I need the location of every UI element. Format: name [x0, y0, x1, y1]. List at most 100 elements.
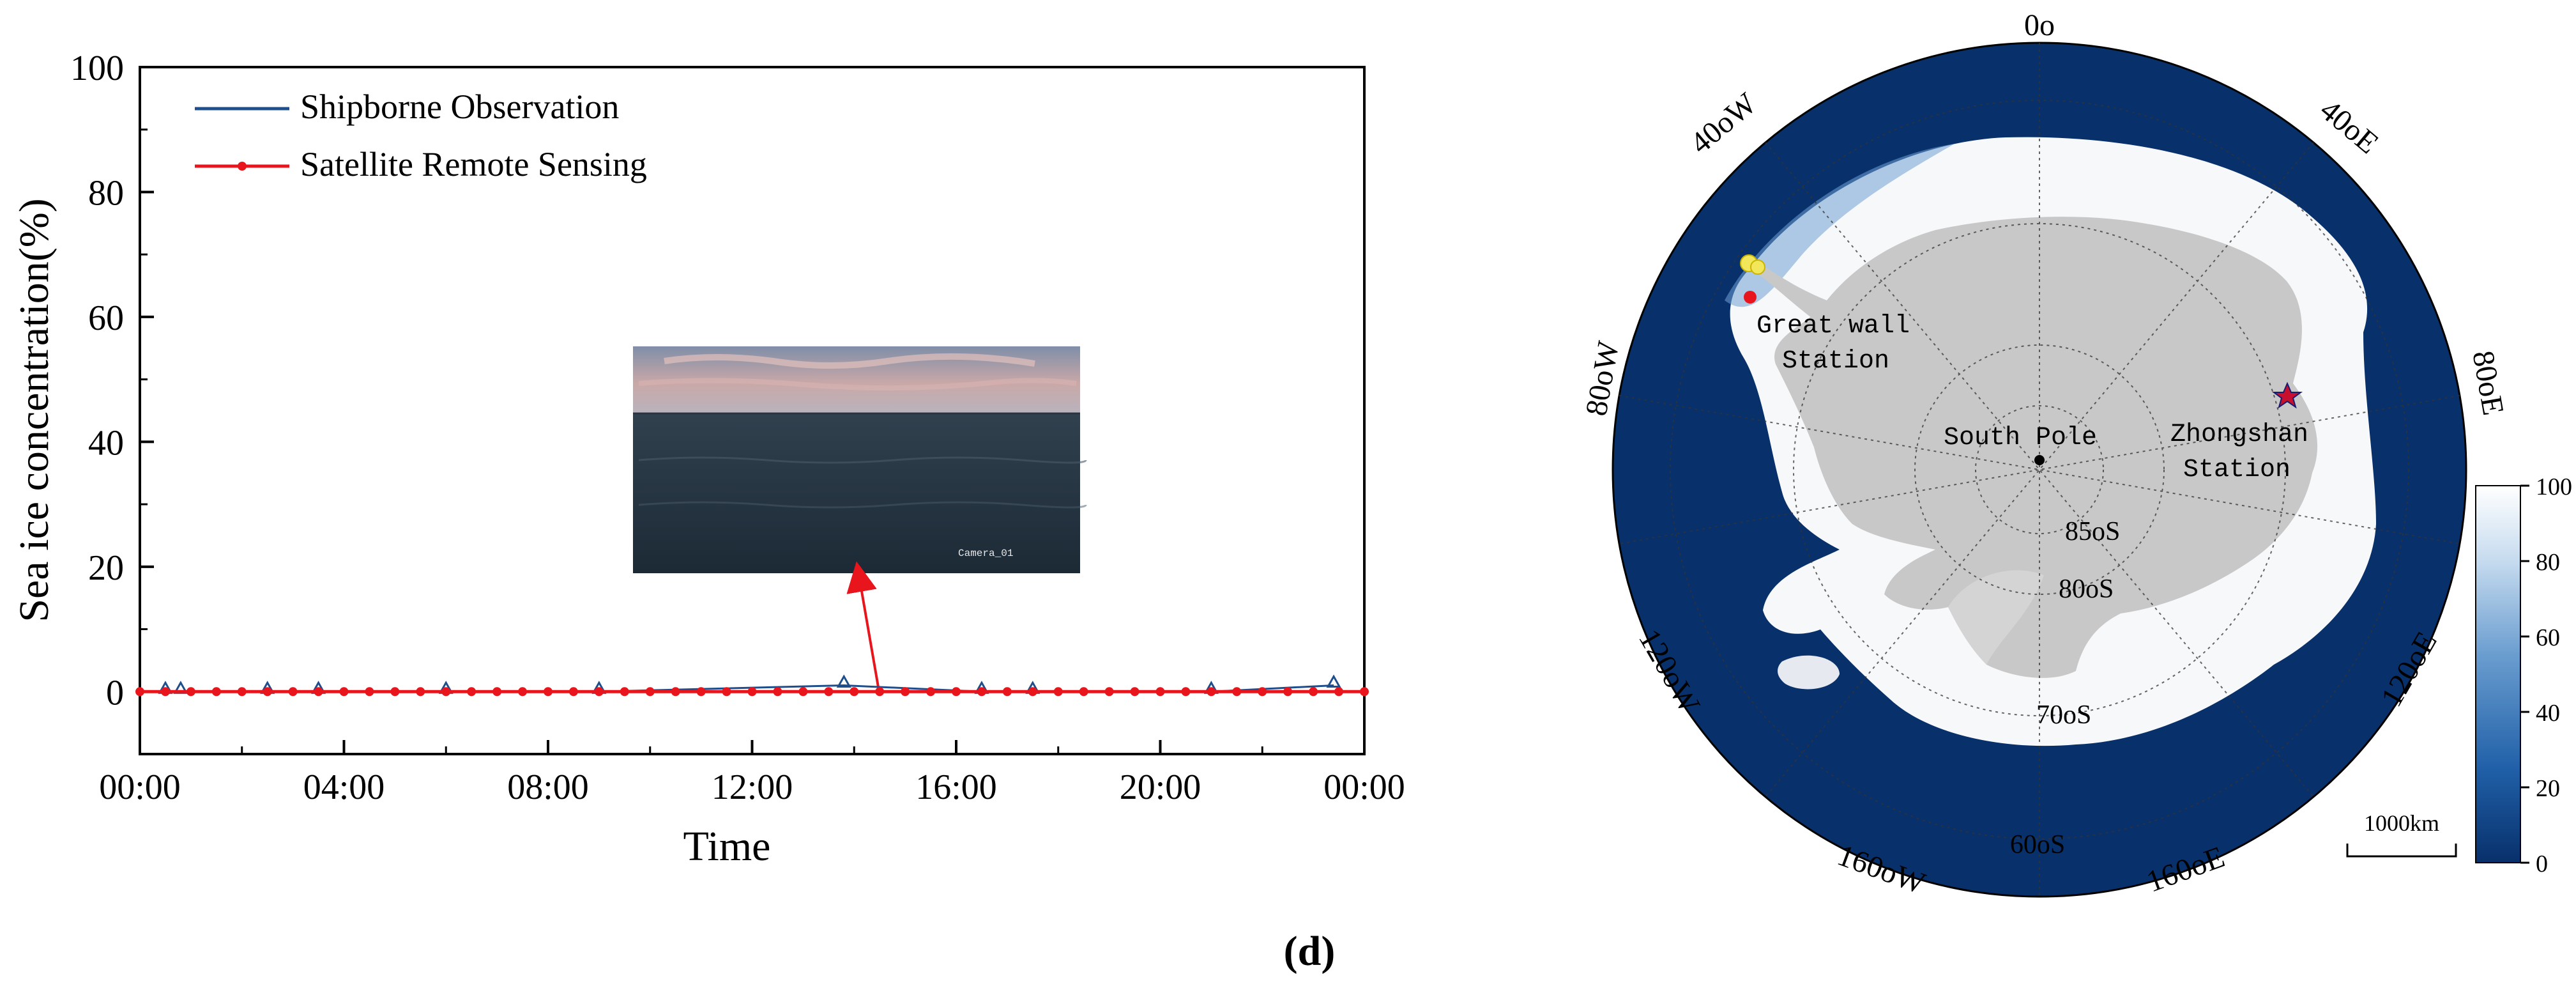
satellite-point: [1283, 687, 1293, 697]
satellite-point: [492, 687, 502, 697]
satellite-point: [211, 687, 221, 697]
camera-inset-photo: Camera_01: [633, 346, 1087, 573]
latitude-labels: 85oS 80oS 70oS: [2036, 517, 2120, 730]
satellite-point: [135, 687, 144, 697]
y-tick-label: 20: [88, 548, 124, 588]
longitude-label-60s: 60oS: [2010, 830, 2065, 860]
x-tick-label: 08:00: [507, 767, 589, 807]
x-tick-label: 00:00: [99, 767, 181, 807]
satellite-point: [1309, 687, 1318, 697]
antarctic-sea-ice-map: South Pole Zhongshan Station Great wall …: [1579, 8, 2572, 901]
shipborne-point: [1326, 674, 1341, 688]
satellite-point: [568, 687, 578, 697]
legend: Shipborne Observation Satellite Remote S…: [195, 88, 647, 183]
latitude-label-80s: 80oS: [2059, 575, 2114, 604]
inset-caption: Camera_01: [958, 548, 1013, 559]
colorbar: 0 20 40 60 80 100: [2475, 474, 2572, 877]
ross-ice-shelf: [1948, 570, 2044, 665]
satellite-point: [1258, 687, 1267, 697]
colorbar-tick-label: 60: [2536, 624, 2560, 651]
sea-ice-time-series-chart: 0 20 40 60 80 100 00:00 04:00 08:00 12:00 16:00 20…: [11, 49, 1405, 870]
x-axis-ticks: 00:00 04:00 08:00 12:00 16:00 20:00 00:00: [99, 740, 1405, 807]
satellite-point: [314, 687, 323, 697]
south-pole-marker: [2034, 455, 2045, 465]
satellite-point: [952, 687, 961, 697]
x-tick-label: 12:00: [712, 767, 793, 807]
longitude-label-0: 0o: [2024, 8, 2055, 42]
y-tick-label: 80: [88, 173, 124, 213]
great-wall-label-line2: Station: [1782, 347, 1889, 376]
satellite-point: [1002, 687, 1012, 697]
place-labels: South Pole Zhongshan Station Great wall …: [1757, 312, 2308, 484]
satellite-point: [798, 687, 808, 697]
satellite-point: [901, 687, 910, 697]
y-axis-ticks: 0 20 40 60 80 100: [70, 49, 154, 755]
zhongshan-marker: [2272, 382, 2303, 409]
satellite-point: [977, 687, 986, 697]
longitude-label-40w: 40oW: [1684, 86, 1763, 160]
y-tick-label: 60: [88, 298, 124, 338]
scale-bar-label: 1000km: [2364, 810, 2439, 836]
satellite-point: [1130, 687, 1139, 697]
satellite-point: [1079, 687, 1088, 697]
satellite-point: [544, 687, 553, 697]
x-tick-label: 20:00: [1120, 767, 1201, 807]
satellite-point: [1207, 687, 1216, 697]
satellite-point: [467, 687, 476, 697]
colorbar-tick-label: 20: [2536, 775, 2560, 802]
satellite-point: [824, 687, 834, 697]
series-layer: [135, 674, 1369, 697]
longitude-label-80e: 80oE: [2465, 348, 2510, 418]
satellite-point: [237, 687, 247, 697]
y-tick-label: 100: [70, 49, 124, 88]
satellite-point: [696, 687, 706, 697]
legend-label-shipborne: Shipborne Observation: [300, 88, 619, 126]
satellite-point: [722, 687, 731, 697]
satellite-point: [850, 687, 859, 697]
satellite-point: [645, 687, 655, 697]
satellite-point: [926, 687, 936, 697]
antarctic-peninsula: [1746, 258, 1827, 320]
satellite-point: [288, 687, 298, 697]
satellite-point: [1232, 687, 1242, 697]
satellite-point: [875, 687, 885, 697]
colorbar-gradient: [2475, 485, 2521, 863]
satellite-point: [365, 687, 374, 697]
inset-pointer-arrow: [846, 561, 880, 688]
satellite-point: [620, 687, 629, 697]
latitude-label-85s: 85oS: [2065, 517, 2120, 546]
great-wall-marker: [1744, 291, 1757, 304]
x-tick-label: 00:00: [1323, 767, 1405, 807]
x-tick-label: 04:00: [303, 767, 385, 807]
satellite-point: [773, 687, 782, 697]
y-axis-label: Sea ice concentration(%): [11, 198, 57, 622]
satellite-point: [160, 687, 170, 697]
satellite-point: [518, 687, 528, 697]
satellite-point: [671, 687, 680, 697]
satellite-point: [390, 687, 400, 697]
zhongshan-label-line2: Station: [2183, 456, 2290, 484]
zhongshan-label-line1: Zhongshan: [2170, 420, 2308, 449]
satellite-point: [747, 687, 757, 697]
scale-bar: 1000km: [2346, 810, 2457, 858]
latitude-label-70s: 70oS: [2036, 700, 2091, 730]
satellite-point: [1053, 687, 1063, 697]
satellite-point: [1181, 687, 1191, 697]
satellite-point: [1334, 687, 1344, 697]
ship-track-point-2: [1750, 259, 1765, 275]
satellite-point: [416, 687, 425, 697]
colorbar-tick-label: 100: [2536, 474, 2572, 500]
satellite-point: [594, 687, 604, 697]
satellite-point: [441, 687, 451, 697]
colorbar-tick-label: 40: [2536, 700, 2560, 727]
legend-marker-satellite: [238, 162, 247, 171]
great-wall-label-line1: Great wall: [1757, 312, 1910, 341]
x-axis-label: Time: [683, 823, 771, 870]
graticule: [1619, 43, 2460, 897]
satellite-point: [1155, 687, 1165, 697]
colorbar-tick-label: 80: [2536, 549, 2560, 576]
figure-label: (d): [1284, 928, 1336, 975]
station-markers: [1740, 254, 2303, 465]
colorbar-ticks: 0 20 40 60 80 100: [2520, 474, 2572, 877]
